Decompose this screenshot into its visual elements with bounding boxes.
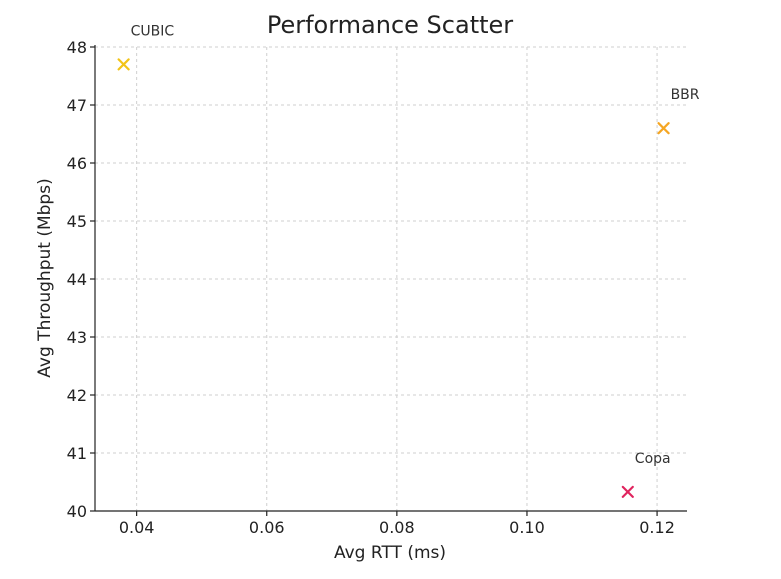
x-tick-label: 0.08 xyxy=(379,518,415,537)
y-axis-label: Avg Throughput (Mbps) xyxy=(35,178,55,377)
y-tick-label: 40 xyxy=(67,502,87,521)
y-tick-label: 42 xyxy=(67,386,87,405)
y-tick-label: 43 xyxy=(67,328,87,347)
x-marker-stroke xyxy=(657,122,670,135)
x-tick-label: 0.12 xyxy=(639,518,675,537)
x-tick-label: 0.04 xyxy=(119,518,155,537)
chart-title: Performance Scatter xyxy=(267,11,513,39)
x-tick-label: 0.06 xyxy=(249,518,285,537)
y-tick-label: 44 xyxy=(67,270,87,289)
y-tick-label: 48 xyxy=(67,38,87,57)
x-axis-label: Avg RTT (ms) xyxy=(334,543,446,563)
y-tick-label: 45 xyxy=(67,212,87,231)
y-tick-label: 41 xyxy=(67,444,87,463)
x-tick-label: 0.10 xyxy=(509,518,545,537)
y-tick-label: 47 xyxy=(67,96,87,115)
point-label: Copa xyxy=(635,451,671,467)
y-tick-label: 46 xyxy=(67,154,87,173)
x-marker-stroke xyxy=(117,58,130,71)
point-label: BBR xyxy=(671,87,700,103)
x-marker-stroke xyxy=(621,485,634,498)
data-point-cubic xyxy=(117,58,130,71)
point-label: CUBIC xyxy=(131,23,175,39)
data-point-copa xyxy=(621,485,634,498)
ticks: 0.04 0.06 0.08 0.10 0.12 40 41 42 43 44 45 46 47 48 xyxy=(67,38,675,537)
axes-frame xyxy=(94,45,687,512)
grid xyxy=(95,46,687,512)
data-points: CUBIC BBR Copa xyxy=(117,23,700,498)
data-point-bbr xyxy=(657,122,670,135)
